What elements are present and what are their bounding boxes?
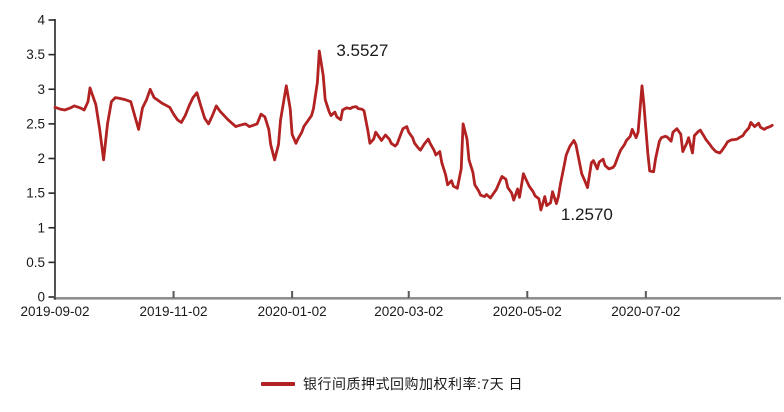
y-tick-label: 1 [37, 220, 45, 235]
y-tick-label: 2 [37, 151, 45, 166]
x-tick-label: 2019-11-02 [140, 304, 208, 319]
y-tick-label: 2.5 [26, 116, 45, 131]
x-tick-label: 2019-09-02 [20, 304, 89, 319]
y-tick-label: 4 [37, 13, 45, 28]
y-tick-label: 3 [37, 82, 45, 97]
x-tick-label: 2020-03-02 [374, 304, 443, 319]
x-tick-label: 2020-07-02 [611, 304, 680, 319]
x-tick-label: 2020-05-02 [493, 304, 562, 319]
y-tick-label: 0 [37, 290, 45, 305]
chart-legend: 银行间质押式回购加权利率:7天 日 [0, 374, 784, 394]
y-tick-label: 0.5 [26, 255, 45, 270]
annotation-min-label: 1.2570 [561, 205, 613, 224]
repo-rate-chart: 0 0.5 1 1.5 2 2.5 3 3.5 4 2019-09-02 2019-11-02 202… [20, 13, 781, 319]
series-line [53, 49, 774, 212]
y-tick-label: 1.5 [26, 186, 45, 201]
y-tick-label: 3.5 [26, 47, 45, 62]
x-tick-label: 2020-01-02 [258, 304, 327, 319]
annotation-max-label: 3.5527 [336, 41, 388, 60]
legend-series-label: 银行间质押式回购加权利率:7天 日 [302, 376, 524, 392]
legend-line-swatch [260, 382, 295, 386]
